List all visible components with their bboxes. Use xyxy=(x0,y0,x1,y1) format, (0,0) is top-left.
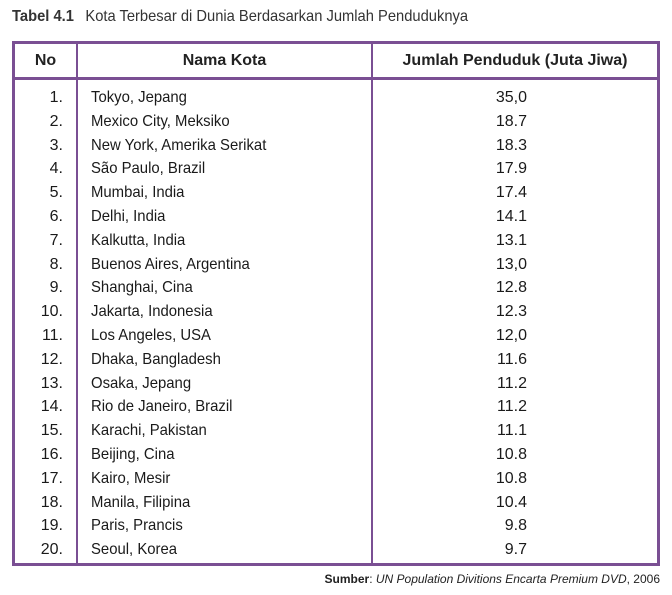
city-name: Rio de Janeiro, Brazil xyxy=(91,398,233,416)
table-number: Tabel 4.1 xyxy=(12,8,74,25)
row-number: 16. xyxy=(40,445,63,463)
city-name: Tokyo, Jepang xyxy=(91,89,187,106)
population-value: 18.3 xyxy=(495,136,527,154)
city-name: Osaka, Jepang xyxy=(91,374,192,392)
city-name: Karachi, Pakistan xyxy=(91,422,207,440)
city-name: São Paulo, Brazil xyxy=(91,160,206,178)
table-row: 8. Buenos Aires, Argentina 13,0 xyxy=(15,253,657,277)
column-divider xyxy=(76,44,78,563)
population-value: 13,0 xyxy=(495,255,527,273)
city-name: Beijing, Cina xyxy=(91,445,175,463)
table-row: 16. Beijing, Cina 10.8 xyxy=(15,443,657,467)
row-number: 18. xyxy=(40,493,63,511)
city-name: Kairo, Mesir xyxy=(91,469,171,487)
row-number: 14. xyxy=(40,398,63,416)
population-value: 10.8 xyxy=(495,469,527,487)
city-name: Delhi, India xyxy=(91,207,166,225)
row-number: 12. xyxy=(40,350,63,368)
population-value: 11.2 xyxy=(497,398,527,416)
row-number: 13. xyxy=(40,374,63,392)
row-number: 9. xyxy=(49,279,63,297)
table-row: 19. Paris, Prancis 9.8 xyxy=(15,514,657,538)
row-number: 7. xyxy=(49,231,63,249)
row-number: 20. xyxy=(40,541,63,559)
table-row: 14. Rio de Janeiro, Brazil 11.2 xyxy=(15,395,657,419)
source-label: Sumber xyxy=(324,572,370,586)
table-title: Kota Terbesar di Dunia Berdasarkan Jumla… xyxy=(85,8,469,25)
row-number: 10. xyxy=(40,303,63,321)
population-value: 10.4 xyxy=(495,493,527,511)
population-value: 9.7 xyxy=(504,541,527,559)
population-value: 14.1 xyxy=(495,207,527,225)
table-row: 10. Jakarta, Indonesia 12.3 xyxy=(15,300,657,324)
row-number: 3. xyxy=(49,136,63,154)
row-number: 19. xyxy=(40,517,63,535)
population-value: 17.4 xyxy=(495,184,527,202)
population-value: 35,0 xyxy=(495,89,527,106)
table-row: 12. Dhaka, Bangladesh 11.6 xyxy=(15,348,657,372)
row-number: 5. xyxy=(49,184,63,202)
city-name: Mumbai, India xyxy=(91,184,185,202)
table-row: 17. Kairo, Mesir 10.8 xyxy=(15,467,657,491)
population-value: 18.7 xyxy=(495,112,527,130)
table-row: 2. Mexico City, Meksiko 18.7 xyxy=(15,110,657,134)
header-no: No xyxy=(34,52,57,69)
table-row: 13. Osaka, Jepang 11.2 xyxy=(15,372,657,396)
row-number: 15. xyxy=(40,422,63,440)
table-header: No Nama Kota Jumlah Penduduk (Juta Jiwa) xyxy=(15,44,657,80)
table-row: 4. São Paulo, Brazil 17.9 xyxy=(15,157,657,181)
table-row: 18. Manila, Filipina 10.4 xyxy=(15,491,657,515)
population-value: 12.8 xyxy=(495,279,527,297)
table-row: 15. Karachi, Pakistan 11.1 xyxy=(15,419,657,443)
row-number: 4. xyxy=(49,160,63,178)
table-body: 1. Tokyo, Jepang 35,0 2. Mexico City, Meksik… xyxy=(15,86,657,562)
table-row: 3. New York, Amerika Serikat 18.3 xyxy=(15,134,657,158)
row-number: 8. xyxy=(49,255,63,273)
population-value: 12,0 xyxy=(495,326,527,344)
row-number: 2. xyxy=(49,112,63,130)
header-city-name: Nama Kota xyxy=(182,52,267,69)
city-name: Los Angeles, USA xyxy=(91,326,211,344)
population-value: 12.3 xyxy=(495,303,527,321)
city-name: Mexico City, Meksiko xyxy=(91,112,230,130)
city-name: Jakarta, Indonesia xyxy=(91,303,213,321)
table-row: 6. Delhi, India 14.1 xyxy=(15,205,657,229)
city-name: Kalkutta, India xyxy=(91,231,186,249)
population-table: No Nama Kota Jumlah Penduduk (Juta Jiwa)… xyxy=(12,41,660,566)
row-number: 11. xyxy=(41,326,63,344)
row-number: 6. xyxy=(49,207,63,225)
table-row: 1. Tokyo, Jepang 35,0 xyxy=(15,86,657,110)
table-row: 11. Los Angeles, USA 12,0 xyxy=(15,324,657,348)
city-name: Dhaka, Bangladesh xyxy=(91,350,221,368)
table-caption: Tabel 4.1 Kota Terbesar di Dunia Berdasa… xyxy=(12,8,468,26)
city-name: Seoul, Korea xyxy=(91,541,178,559)
population-value: 17.9 xyxy=(495,160,527,178)
source-text: UN Population Divitions Encarta Premium … xyxy=(375,572,627,586)
city-name: New York, Amerika Serikat xyxy=(91,136,267,154)
population-value: 9.8 xyxy=(504,517,527,535)
row-number: 1. xyxy=(49,89,63,106)
table-row: 7. Kalkutta, India 13.1 xyxy=(15,229,657,253)
city-name: Paris, Prancis xyxy=(91,517,183,535)
table-row: 9. Shanghai, Cina 12.8 xyxy=(15,276,657,300)
population-value: 11.6 xyxy=(497,350,527,368)
table-row: 20. Seoul, Korea 9.7 xyxy=(15,538,657,562)
row-number: 17. xyxy=(40,469,63,487)
city-name: Shanghai, Cina xyxy=(91,279,193,297)
source-year: 2006 xyxy=(633,572,660,586)
population-value: 11.1 xyxy=(497,422,527,440)
population-value: 13.1 xyxy=(495,231,527,249)
column-divider xyxy=(371,44,373,563)
header-population: Jumlah Penduduk (Juta Jiwa) xyxy=(402,52,628,69)
city-name: Buenos Aires, Argentina xyxy=(91,255,250,273)
population-value: 10.8 xyxy=(495,445,527,463)
city-name: Manila, Filipina xyxy=(91,493,191,511)
table-row: 5. Mumbai, India 17.4 xyxy=(15,181,657,205)
population-value: 11.2 xyxy=(497,374,527,392)
source-note: Sumber: UN Population Divitions Encarta … xyxy=(324,572,661,586)
